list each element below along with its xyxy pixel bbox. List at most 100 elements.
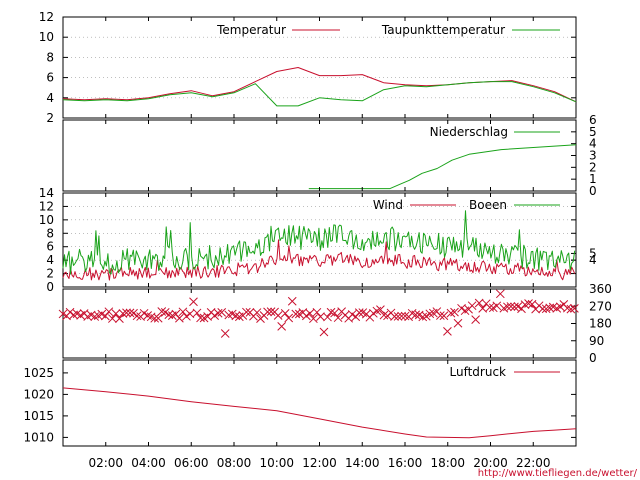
data-point-wind-direction bbox=[284, 313, 294, 323]
y-tick-label-right: 1 bbox=[589, 172, 597, 186]
data-point-wind-direction bbox=[185, 309, 195, 319]
y-tick-label-right: 0 bbox=[589, 351, 597, 365]
legend-precipitation: Niederschlag bbox=[430, 125, 560, 139]
data-point-wind-direction bbox=[302, 311, 311, 321]
legend-pressure: Luftdruck bbox=[449, 365, 560, 379]
data-point-wind-direction bbox=[122, 308, 131, 318]
data-point-wind-direction bbox=[323, 312, 332, 322]
data-point-wind-direction bbox=[291, 309, 301, 319]
data-point-wind-direction bbox=[524, 299, 533, 308]
data-point-wind-direction bbox=[287, 296, 297, 306]
data-point-wind-direction bbox=[527, 299, 537, 309]
y-tick-label: 1015 bbox=[23, 409, 54, 423]
data-point-wind-direction bbox=[418, 312, 428, 322]
y-tick-label: 14 bbox=[39, 186, 54, 200]
y-tick-label-right: 180 bbox=[589, 317, 612, 331]
data-point-wind-direction bbox=[118, 309, 128, 318]
panel-precipitation-series bbox=[308, 144, 577, 190]
data-point-wind-direction bbox=[495, 289, 505, 299]
data-point-wind-direction bbox=[439, 311, 449, 321]
y-tick-label-right: 90 bbox=[589, 334, 604, 348]
data-point-wind-direction bbox=[305, 308, 315, 318]
data-point-wind-direction bbox=[280, 309, 290, 318]
data-point-wind-direction bbox=[397, 311, 406, 321]
data-point-wind-direction bbox=[65, 307, 75, 317]
data-point-wind-direction bbox=[164, 310, 174, 320]
data-point-wind-direction bbox=[436, 311, 445, 320]
data-point-wind-direction bbox=[108, 314, 117, 323]
y-tick-label: 0 bbox=[46, 280, 54, 294]
y-tick-label: 10 bbox=[39, 30, 54, 44]
data-point-wind-direction bbox=[316, 312, 325, 322]
data-point-wind-direction bbox=[196, 313, 205, 323]
data-point-wind-direction bbox=[217, 308, 227, 317]
panel-pressure-y-ticks: 1010 1015 1020 1025 bbox=[23, 366, 576, 444]
data-point-wind-direction bbox=[224, 310, 234, 320]
legend-label-wind: Wind bbox=[373, 198, 403, 212]
data-point-wind-direction bbox=[252, 308, 262, 317]
panel-wind-direction-series bbox=[58, 289, 579, 338]
data-point-wind-direction bbox=[189, 297, 198, 307]
legend-label-temperatur: Temperatur bbox=[216, 23, 286, 37]
y-tick-label: 6 bbox=[46, 71, 54, 85]
data-point-wind-direction bbox=[69, 310, 78, 320]
data-point-wind-direction bbox=[450, 307, 459, 317]
y-tick-label: 2 bbox=[46, 111, 54, 125]
data-point-wind-direction bbox=[453, 318, 463, 328]
data-point-wind-direction bbox=[393, 312, 403, 321]
y-tick-label-right: 5 bbox=[589, 246, 597, 260]
data-point-wind-direction bbox=[90, 312, 100, 321]
data-point-wind-direction bbox=[115, 314, 124, 323]
data-point-wind-direction bbox=[474, 298, 484, 308]
panel-wind-direction-y-ticks: 0 90 180 270 360 bbox=[571, 282, 612, 365]
panel-pressure: 1010 1015 1020 1025 Luftdruck bbox=[23, 359, 577, 447]
x-axis-ticks: 02:00 04:00 06:00 08:00 10:00 12:00 14:00 16:00… bbox=[88, 17, 551, 470]
legend-label-luftdruck: Luftdruck bbox=[449, 365, 506, 379]
legend-temperature: Temperatur Taupunkttemperatur bbox=[216, 23, 560, 37]
x-tick-label: 10:00 bbox=[259, 456, 294, 470]
data-point-wind-direction bbox=[273, 311, 283, 320]
data-point-wind-direction bbox=[478, 304, 488, 313]
data-point-wind-direction bbox=[220, 329, 230, 338]
panel-temperature-grid bbox=[63, 36, 576, 99]
data-point-wind-direction bbox=[492, 301, 502, 311]
data-point-wind-direction bbox=[157, 307, 167, 316]
panel-wind-series bbox=[62, 210, 576, 281]
data-point-wind-direction bbox=[330, 308, 339, 318]
data-point-wind-direction bbox=[231, 311, 241, 321]
data-point-wind-direction bbox=[153, 313, 163, 323]
y-tick-label: 6 bbox=[46, 240, 54, 254]
panel-temperature-y-ticks: 2 4 6 8 10 12 bbox=[39, 10, 576, 125]
x-tick-label: 16:00 bbox=[388, 456, 423, 470]
data-point-wind-direction bbox=[503, 302, 512, 312]
y-tick-label: 12 bbox=[39, 10, 54, 24]
data-point-wind-direction bbox=[100, 311, 110, 321]
data-point-wind-direction bbox=[263, 307, 272, 317]
y-tick-label: 2 bbox=[46, 267, 54, 281]
y-tick-label-right: 270 bbox=[589, 299, 612, 313]
data-point-wind-direction bbox=[354, 308, 364, 317]
x-tick-label: 02:00 bbox=[88, 456, 123, 470]
data-point-wind-direction bbox=[545, 303, 555, 313]
y-tick-label-right: 3 bbox=[589, 149, 597, 163]
y-tick-label-right: 6 bbox=[589, 113, 597, 127]
data-point-wind-direction bbox=[309, 314, 318, 324]
y-tick-label: 8 bbox=[46, 50, 54, 64]
x-tick-label: 14:00 bbox=[345, 456, 380, 470]
panel-temperature-series bbox=[62, 67, 577, 107]
data-point-wind-direction bbox=[111, 309, 121, 319]
y-tick-label: 4 bbox=[46, 253, 54, 267]
x-tick-label: 22:00 bbox=[516, 456, 551, 470]
credit-url: http://www.tiefliegen.de/wetter/ bbox=[478, 468, 638, 479]
x-tick-label: 20:00 bbox=[473, 456, 508, 470]
data-point-wind-direction bbox=[104, 307, 114, 317]
data-point-wind-direction bbox=[570, 303, 579, 313]
legend-label-taupunkttemperatur: Taupunkttemperatur bbox=[381, 23, 505, 37]
legend-wind: Wind Boeen bbox=[373, 198, 560, 212]
data-point-wind-direction bbox=[376, 305, 385, 314]
data-point-wind-direction bbox=[319, 327, 329, 337]
data-point-wind-direction bbox=[132, 311, 142, 321]
data-point-wind-direction bbox=[400, 311, 410, 321]
